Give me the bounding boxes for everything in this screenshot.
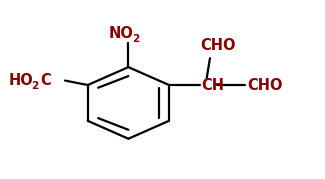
Text: 2: 2 (132, 34, 139, 44)
Text: CH: CH (202, 78, 225, 93)
Text: NO: NO (109, 26, 134, 41)
Text: CHO: CHO (247, 78, 282, 93)
Text: C: C (40, 73, 51, 88)
Text: 2: 2 (32, 81, 39, 91)
Text: CHO: CHO (200, 38, 235, 53)
Text: HO: HO (8, 73, 33, 88)
